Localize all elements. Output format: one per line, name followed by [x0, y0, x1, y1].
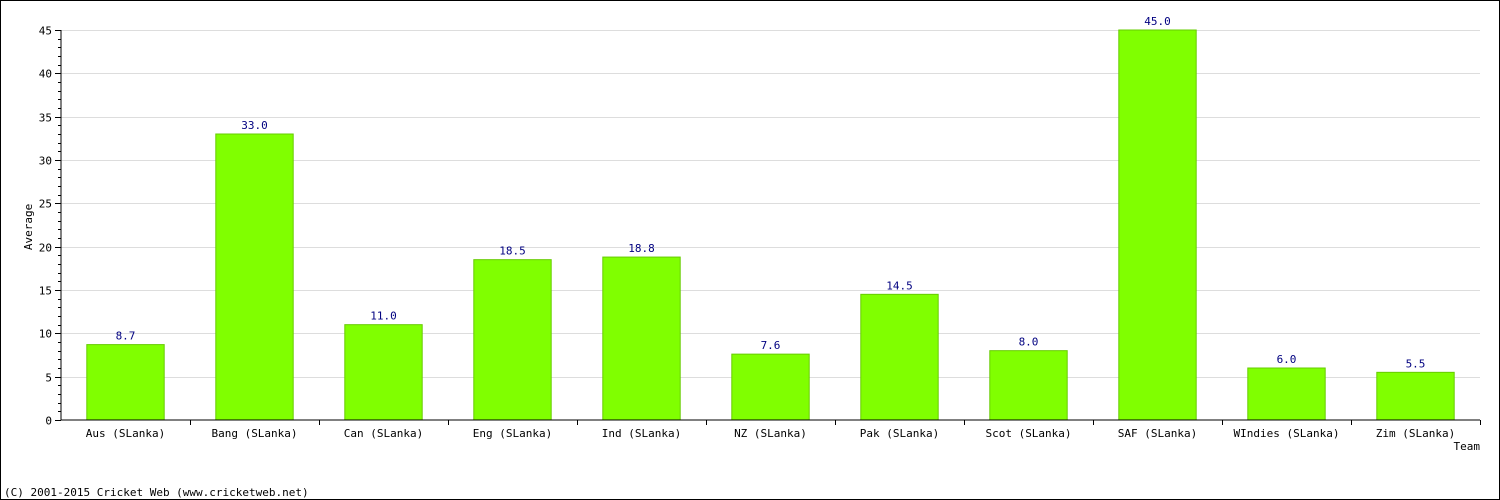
bar-value-label: 8.0 [1019, 336, 1039, 349]
copyright-footer: (C) 2001-2015 Cricket Web (www.cricketwe… [4, 486, 309, 499]
x-tick-label: Ind (SLanka) [602, 427, 681, 440]
y-tick-label: 10 [39, 328, 52, 341]
bar [215, 133, 294, 421]
y-tick-label: 5 [45, 372, 52, 385]
x-tick-label: Bang (SLanka) [211, 427, 297, 440]
x-tick-label: Pak (SLanka) [860, 427, 939, 440]
y-tick-label: 35 [39, 112, 52, 125]
axes [55, 30, 1481, 425]
bar [344, 324, 423, 421]
x-tick-label: Eng (SLanka) [473, 427, 552, 440]
y-tick-label: 45 [39, 25, 52, 38]
bar [860, 293, 939, 421]
bar-value-label: 18.5 [499, 245, 526, 258]
bar-value-label: 7.6 [761, 339, 781, 352]
bar [1376, 371, 1455, 421]
bar-value-label: 11.0 [370, 310, 397, 323]
x-tick-label: Zim (SLanka) [1376, 427, 1455, 440]
x-tick-label: Scot (SLanka) [985, 427, 1071, 440]
x-tick-label: SAF (SLanka) [1118, 427, 1197, 440]
bar [1118, 29, 1197, 421]
y-tick-label: 40 [39, 68, 52, 81]
bar-value-label: 8.7 [116, 330, 136, 343]
x-tick-label: WIndies (SLanka) [1234, 427, 1340, 440]
bar [86, 344, 165, 421]
y-tick-label: 30 [39, 155, 52, 168]
y-axis-title: Average [22, 204, 35, 250]
x-axis-title: Team [1454, 440, 1481, 453]
y-tick-label: 0 [45, 415, 52, 428]
x-tick-label: Aus (SLanka) [86, 427, 165, 440]
bar [1247, 367, 1326, 421]
labels: 0 5 10 15 20 25 30 35 40 45 8.7 Aus (SLanka) 33.0 Ban… [39, 15, 1455, 440]
bar [473, 259, 552, 421]
bar-value-label: 5.5 [1406, 357, 1426, 370]
x-tick-label: NZ (SLanka) [734, 427, 807, 440]
x-tick-label: Can (SLanka) [344, 427, 423, 440]
bar-value-label: 33.0 [241, 119, 268, 132]
bar [731, 353, 810, 421]
grid-lines [61, 30, 1480, 378]
bar [989, 350, 1068, 421]
bar-value-label: 18.8 [628, 242, 655, 255]
y-tick-label: 20 [39, 242, 52, 255]
y-tick-label: 15 [39, 285, 52, 298]
bar-value-label: 14.5 [886, 279, 913, 292]
y-tick-label: 25 [39, 198, 52, 211]
bar [602, 256, 681, 421]
bar-value-label: 6.0 [1277, 353, 1297, 366]
bar-value-label: 45.0 [1144, 15, 1171, 28]
bars [86, 29, 1455, 421]
